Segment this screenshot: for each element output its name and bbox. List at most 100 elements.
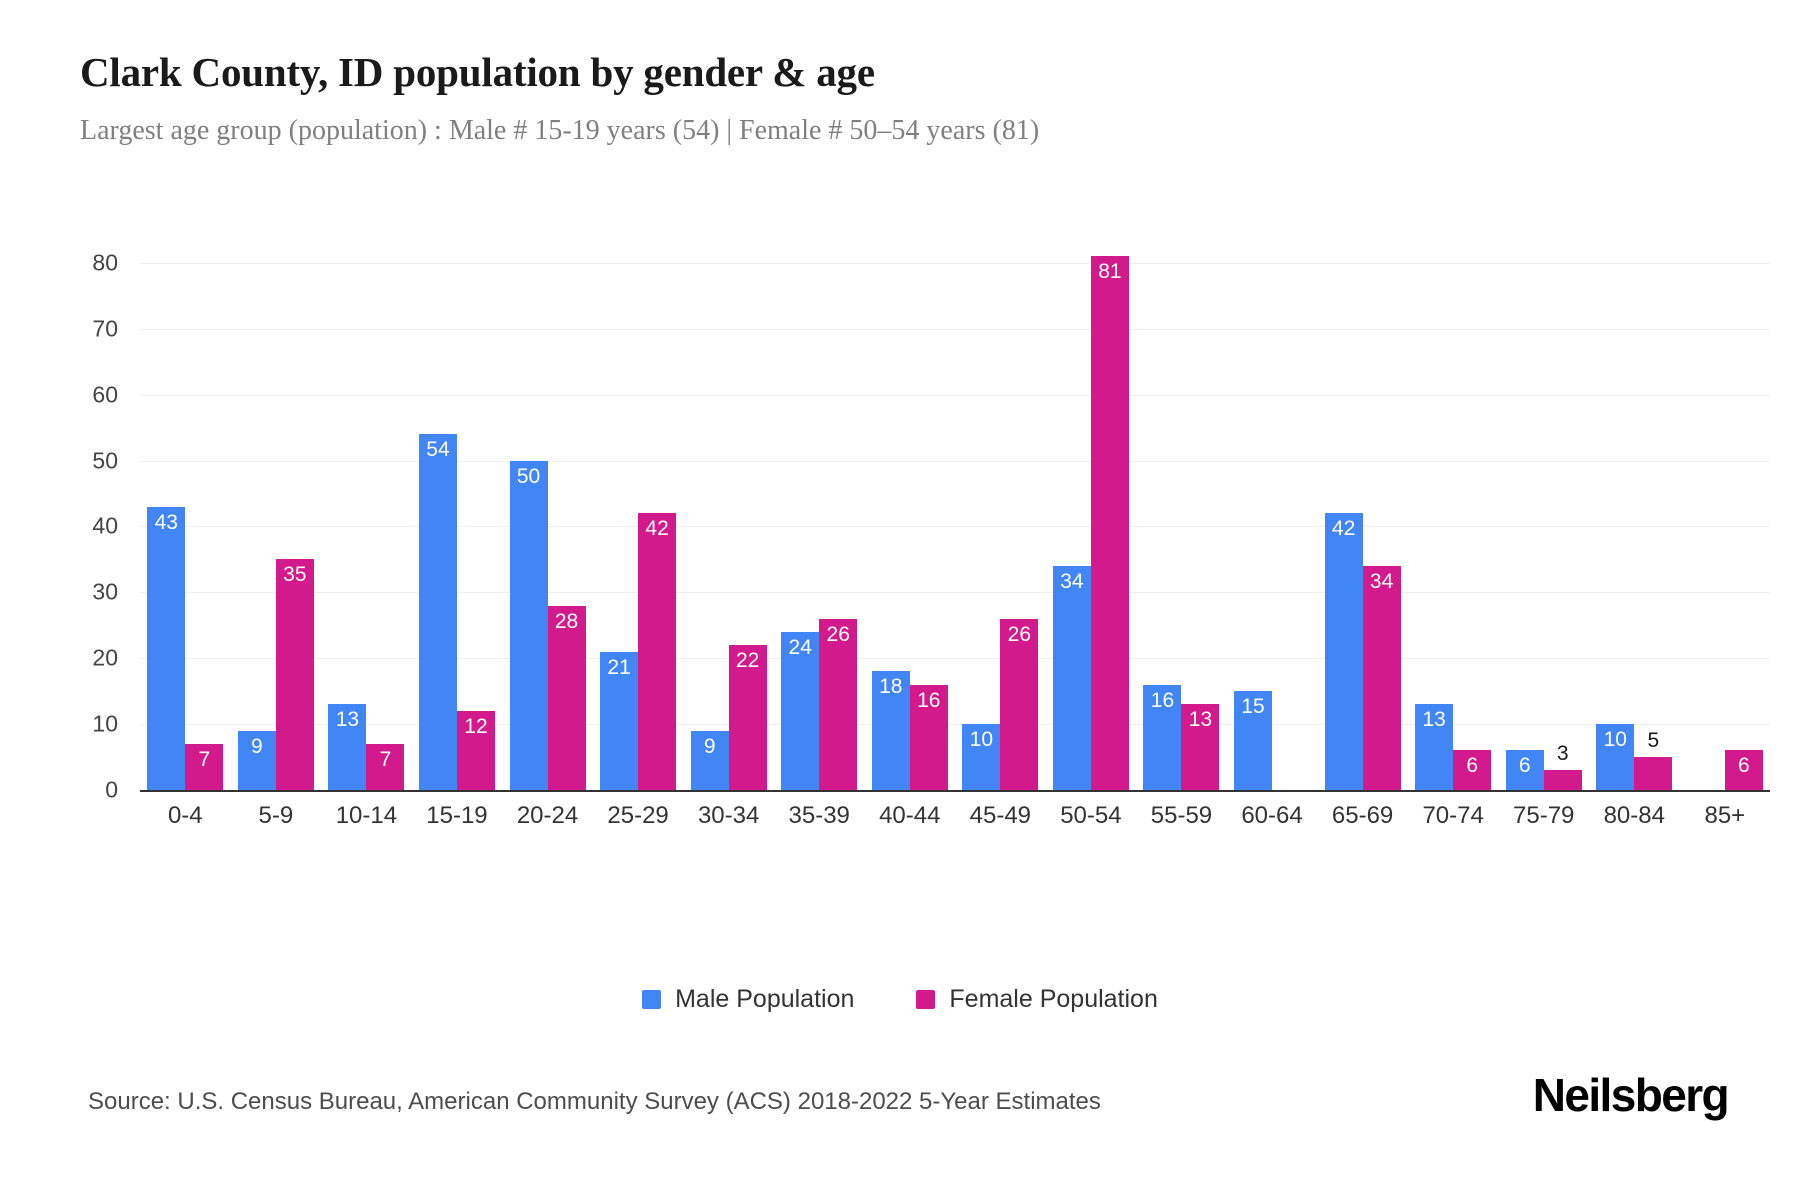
bar-value-label: 42 bbox=[645, 517, 669, 541]
chart-legend: Male Population Female Population bbox=[0, 985, 1800, 1014]
bar-value-label: 6 bbox=[1466, 754, 1478, 778]
bar-value-label: 22 bbox=[735, 649, 760, 673]
gridline bbox=[140, 262, 1770, 264]
bar-female[interactable]: 7 bbox=[366, 743, 405, 790]
page-title: Clark County, ID population by gender & … bbox=[80, 49, 875, 95]
bar-group: 54 12 bbox=[412, 230, 503, 790]
bar-male[interactable]: 9 bbox=[237, 730, 276, 790]
bar-male[interactable]: 13 bbox=[328, 704, 367, 790]
bar-group: 43 7 bbox=[140, 230, 231, 790]
y-tick-label: 70 bbox=[92, 315, 118, 342]
bar-value-label: 24 bbox=[788, 635, 812, 659]
y-tick-label: 0 bbox=[105, 776, 118, 803]
legend-label-female: Female Population bbox=[949, 985, 1158, 1013]
x-axis: 0-4 5-9 10-14 15-19 20-24 25-29 30-34 35-39 40-4… bbox=[140, 802, 1770, 830]
source-note: Source: U.S. Census Bureau, American Com… bbox=[88, 1088, 1101, 1115]
bar-value-label: 9 bbox=[251, 734, 263, 758]
bar-value-label: 28 bbox=[554, 609, 579, 633]
y-tick-label: 50 bbox=[92, 447, 118, 474]
bar-value-label: 16 bbox=[917, 688, 941, 712]
x-tick-label: 70-74 bbox=[1422, 802, 1484, 829]
bar-value-label: 3 bbox=[1556, 742, 1569, 766]
x-tick-label: 25-29 bbox=[607, 802, 669, 829]
bar-female[interactable]: 34 bbox=[1362, 566, 1401, 790]
bar-value-label: 16 bbox=[1150, 688, 1175, 712]
bar-male[interactable]: 6 bbox=[1505, 750, 1544, 790]
x-tick-label: 40-44 bbox=[879, 802, 941, 829]
gridline bbox=[140, 394, 1770, 396]
y-tick-label: 40 bbox=[92, 512, 118, 539]
x-tick-label: 85+ bbox=[1704, 802, 1746, 829]
bar-value-label: 5 bbox=[1647, 729, 1660, 753]
bar-female[interactable]: 35 bbox=[275, 559, 314, 790]
brand-logo: Neilsberg bbox=[1532, 1069, 1730, 1121]
bar-male[interactable]: 42 bbox=[1324, 513, 1363, 790]
bar-male[interactable]: 13 bbox=[1415, 704, 1454, 790]
x-tick-label: 35-39 bbox=[788, 802, 850, 829]
x-tick-label: 80-84 bbox=[1603, 802, 1665, 829]
gridline bbox=[140, 460, 1770, 462]
bar-female[interactable]: 81 bbox=[1090, 256, 1129, 790]
x-tick-label: 60-64 bbox=[1241, 802, 1303, 829]
x-tick-label: 55-59 bbox=[1150, 802, 1213, 829]
x-tick-label: 75-79 bbox=[1513, 802, 1575, 829]
y-tick-label: 20 bbox=[92, 644, 118, 671]
gridline bbox=[140, 328, 1770, 330]
bar-value-label: 35 bbox=[283, 563, 307, 587]
bar-male[interactable]: 15 bbox=[1234, 691, 1273, 790]
bar-female[interactable]: 7 bbox=[185, 743, 224, 790]
bar-female[interactable]: 26 bbox=[819, 618, 858, 790]
bar-female[interactable]: 22 bbox=[728, 645, 767, 790]
bar-female[interactable]: 42 bbox=[638, 513, 677, 790]
bar-value-label: 6 bbox=[1518, 754, 1531, 778]
bar-male[interactable]: 50 bbox=[509, 460, 548, 790]
chart-footer: Source: U.S. Census Bureau, American Com… bbox=[0, 1030, 1800, 1200]
bar-male[interactable]: 10 bbox=[1596, 724, 1635, 790]
bar-male[interactable]: 34 bbox=[1052, 566, 1091, 790]
legend-item-male[interactable]: Male Population bbox=[642, 985, 854, 1014]
gridline bbox=[140, 724, 1770, 726]
bar-group: 42 34 bbox=[1317, 230, 1408, 790]
bar-male[interactable]: 10 bbox=[962, 724, 1001, 790]
bar-male[interactable]: 16 bbox=[1143, 684, 1182, 790]
bar-female[interactable]: 13 bbox=[1181, 704, 1220, 790]
x-axis-baseline bbox=[140, 790, 1770, 792]
y-tick-label: 30 bbox=[92, 578, 118, 605]
bar-value-label: 15 bbox=[1241, 695, 1265, 719]
chart-subtitle: Largest age group (population) : Male # … bbox=[80, 114, 1040, 146]
bar-value-label: 7 bbox=[198, 747, 211, 771]
bar-value-label: 81 bbox=[1098, 260, 1122, 284]
bar-male[interactable]: 43 bbox=[147, 506, 186, 790]
bar-male[interactable]: 18 bbox=[871, 671, 910, 790]
bar-female[interactable]: 5 bbox=[1634, 730, 1673, 790]
bar-value-label: 26 bbox=[1007, 622, 1032, 646]
bar-female[interactable]: 26 bbox=[1000, 618, 1039, 790]
bar-female[interactable]: 12 bbox=[456, 710, 495, 790]
x-tick-label: 50-54 bbox=[1060, 802, 1122, 829]
bar-male[interactable]: 21 bbox=[600, 651, 639, 790]
bar-value-label: 9 bbox=[703, 734, 716, 758]
x-tick-label: 15-19 bbox=[426, 802, 488, 829]
bar-female[interactable]: 3 bbox=[1543, 743, 1582, 790]
bar-female[interactable]: 28 bbox=[547, 605, 586, 790]
bar-group: 10 5 bbox=[1589, 230, 1680, 790]
bar-value-label: 13 bbox=[1422, 708, 1446, 732]
bar-group: 15 bbox=[1227, 230, 1318, 790]
bar-value-label: 34 bbox=[1060, 570, 1084, 593]
bar-group: 13 7 bbox=[321, 230, 412, 790]
legend-label-male: Male Population bbox=[675, 985, 855, 1013]
bar-male[interactable]: 54 bbox=[418, 434, 457, 790]
bar-value-label: 13 bbox=[335, 708, 360, 732]
bar-value-label: 50 bbox=[516, 464, 541, 488]
bar-female[interactable]: 16 bbox=[909, 684, 948, 790]
bar-male[interactable]: 24 bbox=[781, 631, 820, 790]
bar-female[interactable]: 6 bbox=[1453, 750, 1492, 790]
bar-female[interactable]: 6 bbox=[1724, 750, 1763, 790]
bar-male[interactable]: 9 bbox=[690, 730, 729, 790]
bar-group: 9 22 bbox=[683, 230, 774, 790]
x-tick-label: 5-9 bbox=[258, 802, 294, 829]
x-tick-label: 65-69 bbox=[1331, 802, 1394, 829]
legend-item-female[interactable]: Female Population bbox=[916, 985, 1158, 1014]
